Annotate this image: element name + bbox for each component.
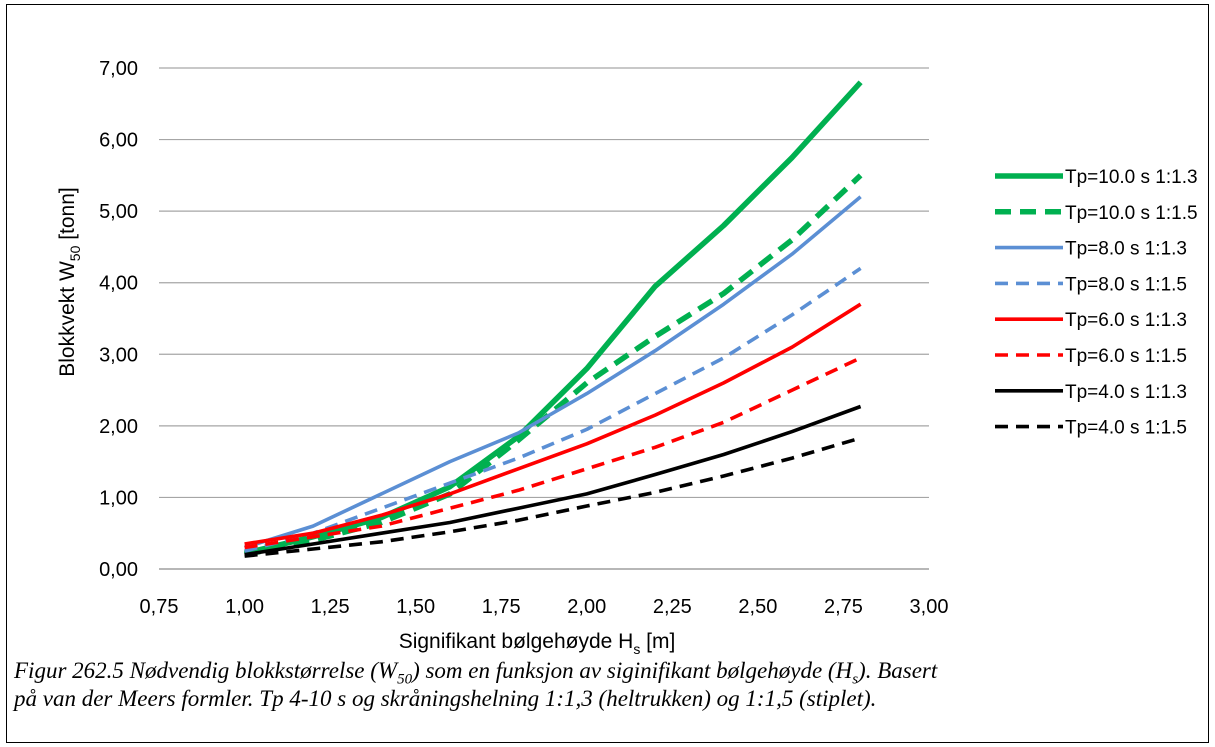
legend-item: Tp=8.0 s 1:1.3 — [995, 239, 1187, 260]
legend-label: Tp=6.0 s 1:1.3 — [1065, 310, 1187, 331]
x-tick-label: 1,75 — [482, 596, 521, 618]
y-tick-label: 5,00 — [99, 201, 138, 223]
y-tick-label: 4,00 — [99, 273, 138, 295]
legend-item: Tp=4.0 s 1:1.3 — [995, 382, 1187, 403]
legend-item: Tp=6.0 s 1:1.3 — [995, 310, 1187, 331]
series-line — [244, 302, 862, 546]
series-line — [244, 173, 863, 558]
figure-caption: Figur 262.5 Nødvendig blokkstørrelse (W5… — [14, 657, 1204, 713]
series-line — [244, 404, 862, 557]
y-tick-label: 1,00 — [99, 487, 138, 509]
legend-label: Tp=8.0 s 1:1.5 — [1065, 274, 1187, 295]
gridlines — [159, 67, 929, 499]
series-lines — [243, 80, 863, 558]
series-line — [244, 356, 862, 550]
legend-label: Tp=8.0 s 1:1.3 — [1065, 239, 1187, 260]
caption-line-1: Figur 262.5 Nødvendig blokkstørrelse (W5… — [14, 658, 938, 688]
x-tick-label: 2,75 — [824, 596, 863, 618]
legend-label: Tp=10.0 s 1:1.3 — [1065, 167, 1198, 188]
x-tick-label: 1,25 — [311, 596, 350, 618]
y-tick-label: 6,00 — [99, 130, 138, 152]
legend-label: Tp=4.0 s 1:1.5 — [1065, 418, 1187, 439]
y-tick-label: 7,00 — [99, 58, 138, 80]
line-chart: 0,00 1,00 2,00 3,00 4,00 5,00 6,00 7,00 0,75 1,00… — [56, 58, 1198, 657]
series-line — [243, 80, 863, 556]
legend-item: Tp=10.0 s 1:1.5 — [995, 203, 1198, 224]
axes: 0,00 1,00 2,00 3,00 4,00 5,00 6,00 7,00 0,75 1,00… — [99, 58, 948, 618]
caption-line-2: på van der Meers formler. Tp 4-10 s og s… — [14, 686, 877, 711]
y-axis-label: Blokkvekt W50 [tonn] — [56, 187, 83, 377]
x-tick-label: 1,00 — [225, 596, 264, 618]
legend-label: Tp=4.0 s 1:1.3 — [1065, 382, 1187, 403]
legend-item: Tp=6.0 s 1:1.5 — [995, 346, 1187, 367]
legend-label: Tp=10.0 s 1:1.5 — [1065, 203, 1198, 224]
x-tick-label: 2,25 — [653, 596, 692, 618]
series-line — [244, 266, 862, 553]
figure-frame: 0,00 1,00 2,00 3,00 4,00 5,00 6,00 7,00 0,75 1,00… — [6, 4, 1209, 743]
x-tick-label: 2,50 — [738, 596, 777, 618]
legend: Tp=10.0 s 1:1.3 Tp=10.0 s 1:1.5 Tp=8.0 s 1… — [995, 167, 1198, 439]
x-tick-label: 0,75 — [140, 596, 179, 618]
legend-item: Tp=10.0 s 1:1.3 — [995, 167, 1198, 188]
x-tick-label: 2,00 — [567, 596, 606, 618]
x-axis-label: Signifikant bølgehøyde Hs [m] — [399, 630, 676, 657]
x-tick-label: 3,00 — [910, 596, 949, 618]
y-tick-label: 0,00 — [99, 559, 138, 581]
y-tick-label: 3,00 — [99, 344, 138, 366]
series-line — [244, 195, 862, 550]
y-tick-label: 2,00 — [99, 416, 138, 438]
legend-item: Tp=4.0 s 1:1.5 — [995, 418, 1187, 439]
legend-label: Tp=6.0 s 1:1.5 — [1065, 346, 1187, 367]
x-tick-label: 1,50 — [396, 596, 435, 618]
legend-item: Tp=8.0 s 1:1.5 — [995, 274, 1187, 295]
